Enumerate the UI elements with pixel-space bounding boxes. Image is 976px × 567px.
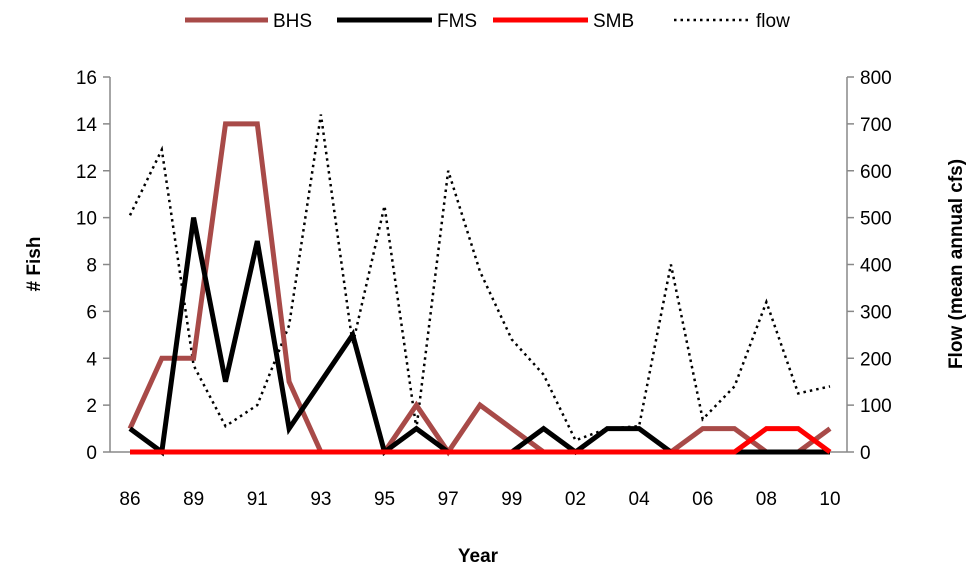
y-tick-label-right: 800	[860, 68, 892, 89]
x-tick-label: 95	[374, 489, 395, 510]
legend-label-smb: SMB	[593, 11, 634, 32]
x-tick-label: 10	[819, 489, 840, 510]
y-tick-label-left: 4	[86, 349, 97, 370]
x-tick-label: 86	[119, 489, 140, 510]
y-tick-label-right: 100	[860, 396, 892, 417]
series-layer	[127, 114, 832, 457]
y-tick-label-right: 600	[860, 162, 892, 183]
x-tick-label: 93	[310, 489, 331, 510]
y-tick-label-right: 700	[860, 115, 892, 136]
x-axis-title: Year	[458, 546, 499, 567]
legend-item-smb: SMB	[493, 11, 634, 32]
y-axis-title-left: # Fish	[24, 237, 45, 292]
legend-item-bhs: BHS	[185, 11, 312, 32]
x-tick-label: 02	[565, 489, 586, 510]
y-tick-label-right: 500	[860, 209, 892, 230]
y-tick-label-right: 400	[860, 256, 892, 277]
legend: BHS FMS SMB flow	[185, 11, 790, 32]
series-line-smb	[130, 426, 832, 455]
y-tick-label-left: 2	[86, 396, 97, 417]
series-line-fms	[128, 217, 830, 457]
legend-label-fms: FMS	[437, 11, 477, 32]
y-tick-label-right: 0	[860, 443, 871, 464]
series-line-bhs	[127, 121, 832, 457]
legend-item-flow: flow	[674, 11, 790, 32]
axes: 0246810121416010020030040050060070080086…	[76, 68, 892, 510]
y-tick-label-left: 14	[76, 115, 98, 136]
x-tick-label: 91	[247, 489, 268, 510]
y-tick-label-left: 12	[76, 162, 97, 183]
y-tick-label-right: 300	[860, 302, 892, 323]
y-tick-label-left: 10	[76, 209, 97, 230]
x-tick-label: 06	[692, 489, 713, 510]
legend-label-flow: flow	[756, 11, 790, 32]
y-tick-label-left: 6	[86, 302, 97, 323]
series-line-flow	[128, 114, 831, 442]
x-tick-label: 97	[438, 489, 459, 510]
y-tick-label-left: 0	[86, 443, 97, 464]
y-axis-title-right: Flow (mean annual cfs)	[946, 159, 967, 369]
y-tick-label-right: 200	[860, 349, 892, 370]
x-tick-label: 04	[629, 489, 651, 510]
legend-item-fms: FMS	[337, 11, 477, 32]
x-tick-label: 89	[183, 489, 204, 510]
x-tick-label: 99	[501, 489, 522, 510]
x-tick-label: 08	[756, 489, 777, 510]
y-tick-label-left: 16	[76, 68, 97, 89]
legend-label-bhs: BHS	[273, 11, 312, 32]
y-tick-label-left: 8	[86, 256, 97, 277]
